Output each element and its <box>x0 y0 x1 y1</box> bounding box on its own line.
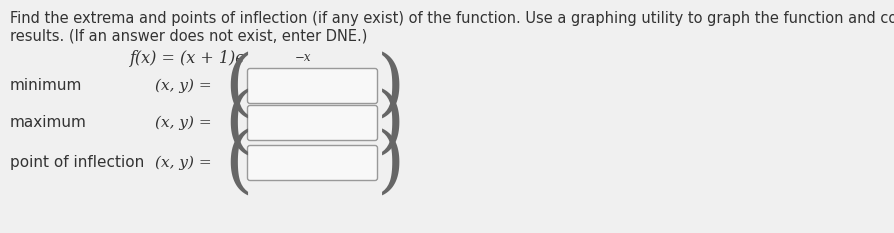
Text: (x, y) =: (x, y) = <box>155 116 212 130</box>
Text: −x: −x <box>295 51 311 64</box>
Text: ): ) <box>377 128 405 198</box>
Text: Find the extrema and points of inflection (if any exist) of the function. Use a : Find the extrema and points of inflectio… <box>10 11 894 26</box>
Text: results. (If an answer does not exist, enter DNE.): results. (If an answer does not exist, e… <box>10 28 367 43</box>
FancyBboxPatch shape <box>248 69 377 103</box>
Text: minimum: minimum <box>10 79 82 93</box>
Text: maximum: maximum <box>10 116 87 130</box>
Text: ): ) <box>377 88 405 158</box>
FancyBboxPatch shape <box>248 145 377 181</box>
FancyBboxPatch shape <box>248 106 377 140</box>
Text: (x, y) =: (x, y) = <box>155 79 212 93</box>
Text: (: ( <box>224 51 252 121</box>
Text: (: ( <box>224 128 252 198</box>
Text: point of inflection: point of inflection <box>10 155 144 171</box>
Text: f(x) = (x + 1)e: f(x) = (x + 1)e <box>130 50 246 67</box>
Text: ): ) <box>377 51 405 121</box>
Text: (: ( <box>224 88 252 158</box>
Text: (x, y) =: (x, y) = <box>155 156 212 170</box>
